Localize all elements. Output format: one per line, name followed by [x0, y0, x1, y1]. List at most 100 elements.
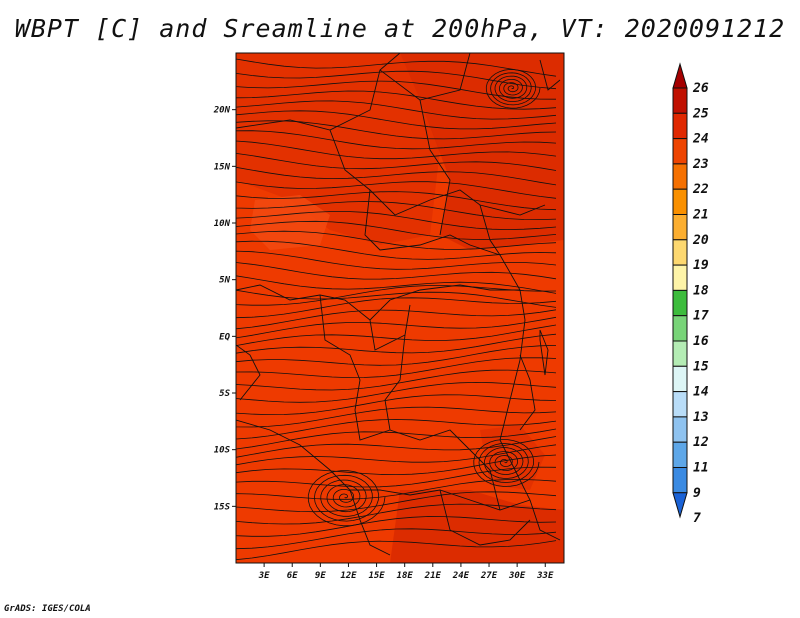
streamline: [236, 428, 557, 450]
streamline: [236, 250, 557, 270]
colorbar-segment: [672, 441, 688, 469]
streamline: [236, 262, 557, 280]
streamline: [236, 309, 557, 330]
streamline: [236, 140, 557, 160]
colorbar-label: 19: [693, 258, 709, 273]
colorbar-segment: [672, 416, 688, 443]
streamline: [236, 297, 557, 319]
colorbar-label: 21: [692, 208, 709, 223]
streamline: [236, 201, 557, 221]
colorbar-segment: [672, 289, 688, 317]
colorbar-bottom-arrow: [672, 492, 688, 519]
lat-label: 5N: [219, 276, 230, 286]
lon-label: 33E: [536, 571, 554, 581]
streamline: [236, 100, 557, 120]
streamline: [236, 152, 557, 171]
streamline: [236, 479, 557, 500]
vortex-streamline: [485, 69, 541, 109]
streamlines: [236, 58, 557, 561]
streamline: [236, 381, 557, 403]
colorbar-label: 17: [693, 309, 709, 324]
colorbar-segment: [672, 87, 688, 114]
lat-label: 20N: [213, 106, 231, 116]
colorbar-segment: [672, 163, 688, 190]
lon-label: 24E: [452, 571, 470, 581]
streamline: [236, 406, 557, 428]
colorbar-segment: [672, 214, 688, 241]
streamline: [236, 454, 557, 477]
latitude-axis: 20N 15N 10N 5N EQ 5S 10S 15S: [213, 106, 236, 512]
lat-label: 15S: [214, 502, 231, 512]
lat-label: 10S: [214, 446, 231, 456]
lat-label: 10N: [214, 219, 231, 229]
streamline: [236, 70, 557, 90]
colorbar-segment: [672, 315, 688, 342]
colorbar-segment: [672, 391, 688, 418]
streamline: [236, 369, 557, 391]
lon-label: 6E: [287, 571, 298, 581]
map-title: WBPT [C] and Sreamline at 200hPa, VT: 20…: [14, 14, 786, 43]
colorbar-top-arrow: [672, 62, 688, 89]
streamline: [236, 120, 557, 140]
lon-label: 21E: [424, 571, 442, 581]
lon-label: 30E: [508, 571, 526, 581]
grads-credit: GrADS: IGES/COLA: [4, 604, 91, 614]
colorbar-label: 12: [693, 435, 709, 450]
colorbar-label: 11: [693, 461, 709, 476]
lon-label: 27E: [480, 571, 498, 581]
lon-label: 12E: [340, 571, 357, 581]
colorbar-label: 23: [692, 157, 709, 172]
colorbar-label: 18: [693, 283, 709, 298]
lon-label: 9E: [315, 571, 326, 581]
streamline: [236, 180, 557, 199]
streamline: [236, 90, 557, 110]
colorbar-label: 7: [693, 511, 701, 526]
streamline: [236, 191, 557, 211]
map-frame: [235, 52, 565, 564]
streamline: [236, 130, 557, 150]
vortex-streamline: [307, 470, 386, 527]
colorbar-segment: [672, 467, 688, 494]
lon-label: 15E: [368, 571, 385, 581]
colorbar-segment: [672, 239, 688, 266]
streamline: [236, 289, 557, 308]
colorbar-label: 14: [693, 385, 709, 400]
streamline: [236, 166, 557, 186]
colorbar-label: 24: [692, 132, 709, 147]
longitude-axis: 3E 6E 9E 12E 15E 18E 21E 24E 27E 30E 33E: [258, 563, 554, 581]
colorbar-segment: [672, 264, 688, 291]
streamline: [236, 110, 557, 130]
streamline: [236, 436, 557, 458]
colorbar-label: 9: [693, 486, 701, 501]
streamline: [236, 230, 557, 250]
streamline: [236, 58, 557, 77]
streamline: [236, 240, 557, 260]
streamline: [236, 528, 557, 550]
lon-label: 18E: [397, 571, 414, 581]
colorbar-segment: [672, 112, 688, 140]
streamline: [236, 333, 557, 356]
streamline: [236, 80, 557, 100]
field-patch: [390, 490, 564, 563]
vortex-streamline: [473, 439, 540, 487]
streamline: [236, 220, 557, 240]
streamline: [236, 516, 557, 537]
colorbar-label: 22: [692, 182, 709, 197]
colorbar-segment: [672, 340, 688, 367]
colorbar-label: 20: [692, 233, 709, 248]
streamline: [236, 419, 557, 440]
field-patch: [250, 195, 330, 250]
lon-label: 3E: [258, 571, 270, 581]
streamline: [236, 503, 557, 525]
streamline: [236, 394, 557, 416]
streamline: [236, 324, 557, 347]
streamline: [236, 540, 557, 561]
colorbar-segment: [672, 188, 688, 215]
colorbar-segment: [672, 365, 688, 393]
streamline: [236, 275, 557, 294]
colorbar-label: 13: [693, 410, 709, 425]
lat-label: 15N: [214, 162, 231, 172]
streamline: [236, 285, 557, 306]
streamline: [236, 444, 557, 466]
